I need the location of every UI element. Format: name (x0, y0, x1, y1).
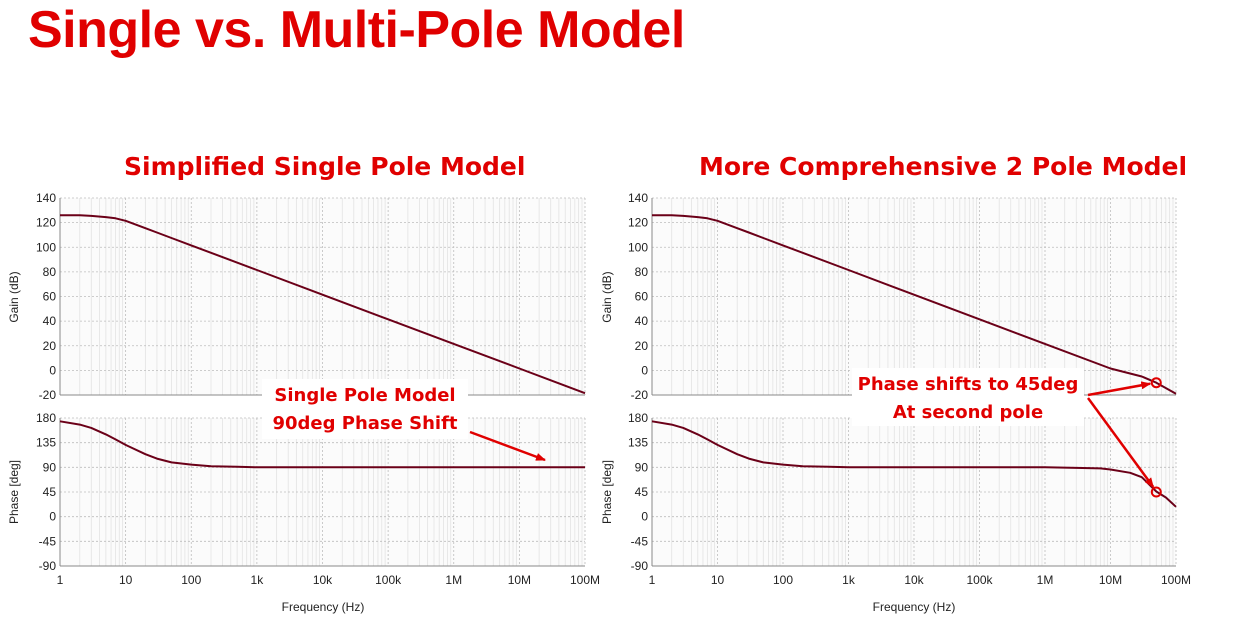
left-phase-y-tick-label: 180 (36, 411, 56, 425)
left-x-axis-label: Frequency (Hz) (282, 600, 365, 614)
left-x-tick-label: 10 (119, 573, 133, 587)
right-gain-y-tick-label: 20 (635, 339, 649, 353)
right-gain-y-tick-label: -20 (631, 388, 649, 402)
right-x-tick-label: 100 (773, 573, 793, 587)
right-annotation-line1: Phase shifts to 45deg (858, 374, 1079, 395)
right-phase-y-tick-label: -90 (631, 559, 649, 573)
right-gain-y-tick-label: 80 (635, 265, 649, 279)
gain-second-pole-marker (1150, 377, 1162, 389)
left-x-tick-label: 1 (57, 573, 64, 587)
left-phase-y-tick-label: 135 (36, 436, 56, 450)
right-chart-title: More Comprehensive 2 Pole Model (699, 152, 1188, 181)
right-annotation-line2: At second pole (893, 402, 1043, 423)
right-phase-y-axis-label: Phase [deg] (600, 460, 614, 524)
left-x-tick-label: 1k (251, 573, 265, 587)
left-phase-panel: 180 135 90 45 0 -45 -90 Phase [deg] (7, 411, 586, 573)
right-gain-y-tick-label: 40 (635, 314, 649, 328)
left-gain-panel: 140 120 100 80 60 40 20 0 -20 Gain (dB) (7, 191, 586, 402)
left-phase-y-tick-label: -90 (39, 559, 57, 573)
right-x-tick-label: 1k (842, 573, 856, 587)
right-x-axis-label: Frequency (Hz) (873, 600, 956, 614)
right-gain-trace (652, 214, 1177, 395)
right-phase-y-tick-label: 45 (635, 485, 649, 499)
left-gain-y-tick-label: 0 (49, 363, 56, 377)
right-x-tick-label: 1 (649, 573, 656, 587)
left-gain-y-tick-label: 100 (36, 240, 56, 254)
left-x-tick-label: 10M (508, 573, 531, 587)
right-phase-y-tick-label: 180 (628, 411, 648, 425)
left-gain-y-axis-label: Gain (dB) (7, 271, 21, 322)
phase-second-pole-marker (1150, 486, 1162, 498)
left-gain-y-tick-label: 140 (36, 191, 56, 205)
left-phase-y-tick-label: 90 (43, 460, 57, 474)
right-gain-y-axis-label: Gain (dB) (600, 271, 614, 322)
right-annotation-arrow-phase (1086, 397, 1155, 488)
left-x-tick-label: 100 (181, 573, 201, 587)
left-phase-y-tick-label: 45 (43, 485, 57, 499)
right-phase-y-tick-label: -45 (631, 534, 649, 548)
left-gain-y-tick-label: 20 (43, 339, 57, 353)
left-gain-y-tick-label: 120 (36, 216, 56, 230)
right-gain-y-tick-label: 120 (628, 216, 648, 230)
left-x-tick-label: 10k (313, 573, 333, 587)
left-gain-y-tick-label: 40 (43, 314, 57, 328)
left-gain-y-tick-label: 60 (43, 290, 57, 304)
right-x-tick-label: 10k (904, 573, 924, 587)
right-phase-y-tick-label: 0 (641, 510, 648, 524)
left-annotation-line2: 90deg Phase Shift (272, 413, 457, 434)
right-annotation-background (852, 368, 1084, 426)
right-phase-trace (651, 420, 1177, 508)
right-x-tick-label: 1M (1037, 573, 1054, 587)
right-x-tick-label: 100k (966, 573, 993, 587)
slide-title: Single vs. Multi-Pole Model (28, 1, 685, 59)
left-gain-trace (60, 214, 586, 395)
left-x-tick-label: 100k (375, 573, 402, 587)
left-annotation-background (262, 379, 468, 439)
right-gain-y-tick-label: 140 (628, 191, 648, 205)
left-annotation-line1: Single Pole Model (274, 385, 455, 406)
right-gain-y-tick-label: 60 (635, 290, 649, 304)
left-x-tick-label: 100M (570, 573, 600, 587)
right-gain-y-tick-label: 100 (628, 240, 648, 254)
right-phase-y-tick-label: 135 (628, 436, 648, 450)
left-x-tick-label: 1M (445, 573, 462, 587)
left-annotation-arrow (469, 430, 546, 462)
right-x-tick-label: 100M (1161, 573, 1191, 587)
right-x-tick-label: 10 (711, 573, 725, 587)
right-phase-panel: 180 135 90 45 0 -45 -90 Phase [deg] (600, 411, 1177, 573)
right-x-tick-label: 10M (1099, 573, 1122, 587)
left-phase-y-axis-label: Phase [deg] (7, 460, 21, 524)
left-chart-title: Simplified Single Pole Model (124, 152, 526, 181)
left-phase-y-tick-label: 0 (49, 510, 56, 524)
right-annotation-arrow-gain (1087, 381, 1152, 397)
left-gain-y-tick-label: 80 (43, 265, 57, 279)
left-phase-y-tick-label: -45 (39, 534, 57, 548)
right-gain-y-tick-label: 0 (641, 363, 648, 377)
left-phase-trace (59, 420, 585, 469)
left-gain-y-tick-label: -20 (39, 388, 57, 402)
right-phase-y-tick-label: 90 (635, 460, 649, 474)
